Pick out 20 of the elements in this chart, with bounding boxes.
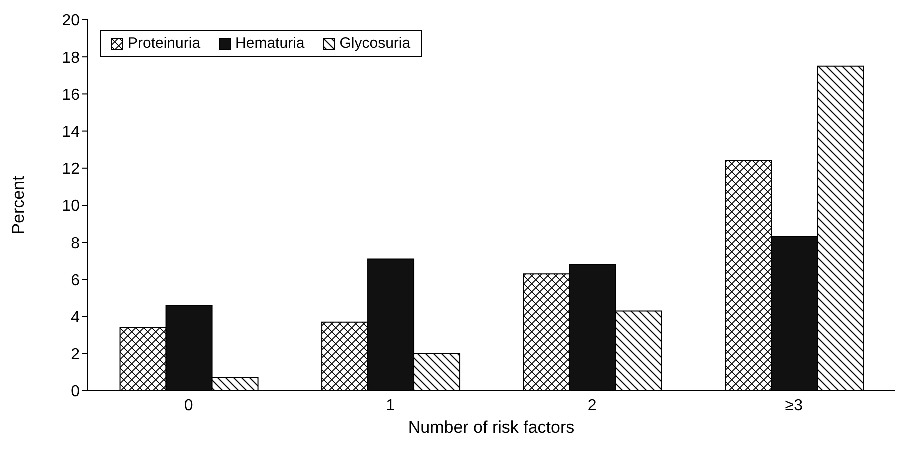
y-tick-label: 12 — [62, 161, 80, 178]
x-tick-label: 0 — [184, 397, 194, 414]
y-tick-label: 16 — [62, 86, 80, 104]
y-tick-label: 0 — [71, 384, 80, 401]
x-tick-label: ≥3 — [785, 397, 804, 414]
y-tick-label: 10 — [62, 198, 80, 216]
x-tick-label: 2 — [588, 397, 597, 414]
y-tick-label: 4 — [71, 309, 80, 326]
y-axis-title: Percent — [9, 176, 28, 235]
x-axis-title: Number of risk factors — [408, 418, 575, 437]
legend-label: Hematuria — [234, 35, 305, 52]
y-tick-label: 8 — [71, 235, 80, 252]
legend-label: Proteinuria — [127, 35, 201, 52]
y-tick-label: 6 — [71, 272, 80, 290]
y-tick-label: 14 — [62, 124, 80, 141]
y-tick-label: 20 — [62, 12, 80, 30]
y-tick-label: 2 — [71, 346, 80, 364]
x-tick-label: 1 — [386, 397, 396, 414]
legend-label: Glycosuria — [338, 35, 411, 52]
y-tick-label: 18 — [62, 50, 80, 67]
